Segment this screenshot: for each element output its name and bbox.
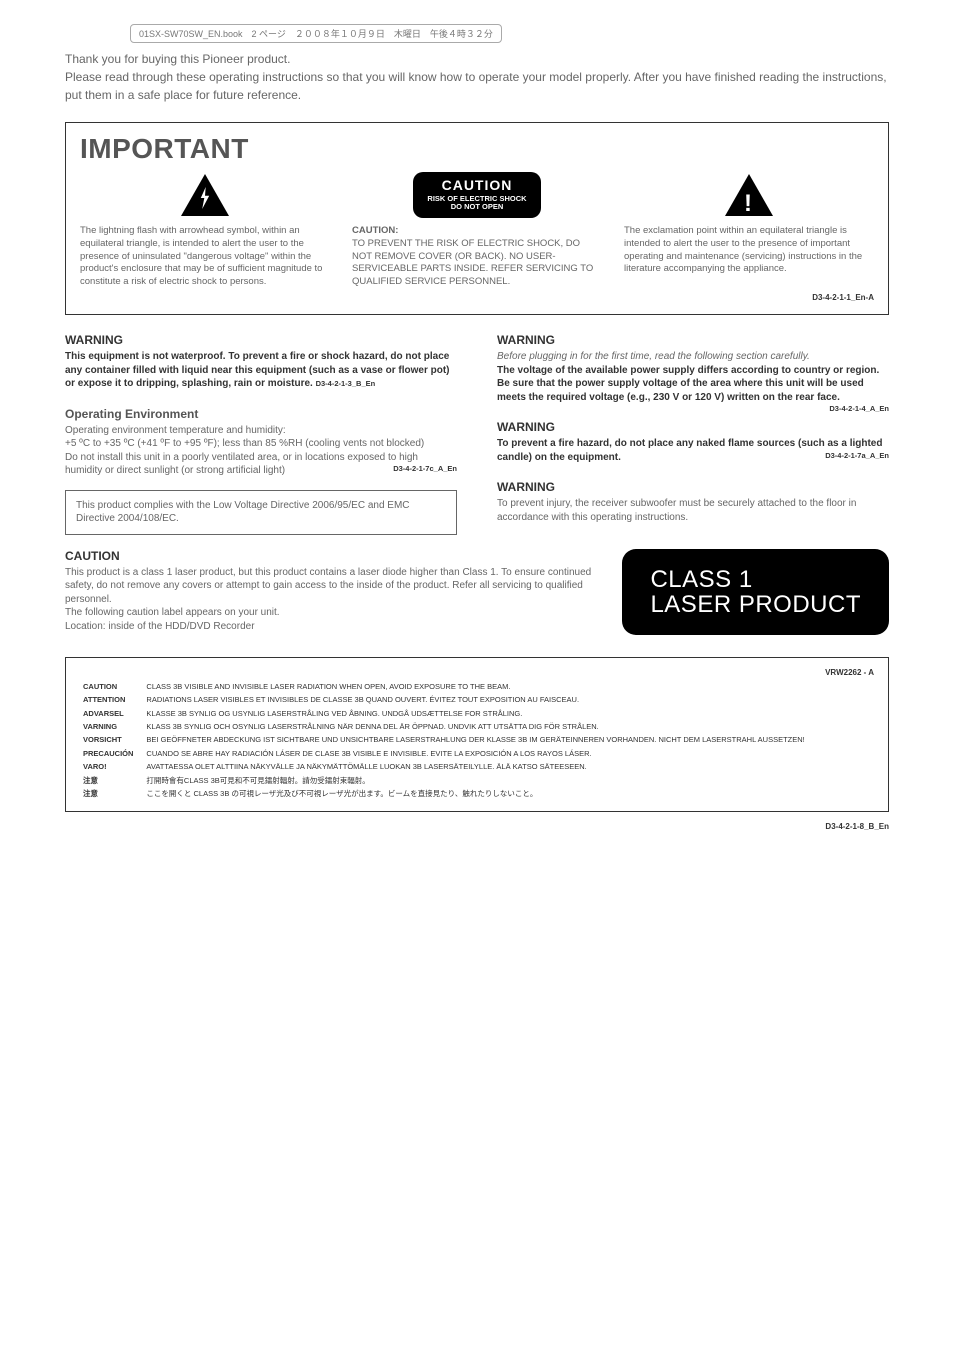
laser-warning-text: RADIATIONS LASER VISIBLES ET INVISIBLES … (145, 694, 805, 705)
table-row: 注意ここを開くと CLASS 3B の可視レーザ光及び不可視レーザ光が出ます。ビ… (82, 788, 806, 799)
class1-line2: LASER PRODUCT (650, 592, 861, 617)
compliance-box: This product complies with the Low Volta… (65, 490, 457, 535)
cautionblock-body-text: This product is a class 1 laser product,… (65, 567, 591, 605)
warning1-title: WARNING (65, 333, 457, 347)
class1-line1: CLASS 1 (650, 567, 861, 592)
table-row: VARNINGKLASS 3B SYNLIG OCH OSYNLIG LASER… (82, 721, 806, 732)
warning3-code: D3-4-2-1-7a_A_En (825, 451, 889, 461)
class1-laser-badge: CLASS 1 LASER PRODUCT (622, 549, 889, 635)
caution-pill-sub2: DO NOT OPEN (427, 203, 526, 211)
laser-warning-label: VRW2262 - A CAUTIONCLASS 3B VISIBLE AND … (65, 657, 889, 812)
laser-warning-text: KLASSE 3B SYNLIG OG USYNLIG LASERSTRÅLIN… (145, 708, 805, 719)
left-column: WARNING This equipment is not waterproof… (65, 333, 457, 535)
laser-lang-label: VORSICHT (82, 734, 143, 745)
openv-body: Operating environment temperature and hu… (65, 424, 457, 478)
table-row: VARO!AVATTAESSA OLET ALTTIINA NÄKYVÄLLE … (82, 761, 806, 772)
caution-heading: CAUTION: (352, 225, 398, 236)
laser-lang-label: 注意 (82, 788, 143, 799)
laser-lang-label: PRECAUCIÓN (82, 748, 143, 759)
laser-warning-text: 打開時會有CLASS 3B可見和不可見鐳射輻射。請勿受鐳射束輻射。 (145, 775, 805, 786)
important-code: D3-4-2-1-1_En-A (80, 293, 874, 302)
laser-warning-text: AVATTAESSA OLET ALTTIINA NÄKYVÄLLE JA NÄ… (145, 761, 805, 772)
warning1-body: This equipment is not waterproof. To pre… (65, 351, 450, 389)
openv-title: Operating Environment (65, 407, 457, 421)
intro-line2: Please read through these operating inst… (65, 70, 887, 102)
important-col3: The exclamation point within an equilate… (624, 171, 874, 289)
laser-warning-text: ここを開くと CLASS 3B の可視レーザ光及び不可視レーザ光が出ます。ビーム… (145, 788, 805, 799)
warning2-title: WARNING (497, 333, 889, 347)
lightning-triangle-icon (181, 174, 229, 216)
laser-warning-text: BEI GEÖFFNETER ABDECKUNG IST SICHTBARE U… (145, 734, 805, 745)
right-column: WARNING Before plugging in for the first… (497, 333, 889, 535)
cautionblock-body: This product is a class 1 laser product,… (65, 566, 592, 634)
important-col1-text: The lightning flash with arrowhead symbo… (80, 225, 322, 287)
laser-lang-label: VARNING (82, 721, 143, 732)
table-row: PRECAUCIÓNCUANDO SE ABRE HAY RADIACIÓN L… (82, 748, 806, 759)
laser-warning-text: CLASS 3B VISIBLE AND INVISIBLE LASER RAD… (145, 681, 805, 692)
laser-label-code: D3-4-2-1-8_B_En (65, 822, 889, 831)
caution-pill-title: CAUTION (427, 176, 526, 195)
caution-pill: CAUTION RISK OF ELECTRIC SHOCK DO NOT OP… (413, 172, 540, 217)
cautionblock-line2: The following caution label appears on y… (65, 607, 280, 618)
important-banner: IMPORTANT The lightning flash with arrow… (65, 122, 889, 315)
openv-line3: Do not install this unit in a poorly ven… (65, 452, 418, 477)
intro-line1: Thank you for buying this Pioneer produc… (65, 52, 290, 66)
exclamation-triangle-icon (725, 174, 773, 216)
caution-class1-row: CAUTION This product is a class 1 laser … (65, 549, 889, 635)
openv-line2: +5 ºC to +35 ºC (+41 ºF to +95 ºF); less… (65, 438, 424, 449)
warning3-title: WARNING (497, 420, 889, 434)
intro-text: Thank you for buying this Pioneer produc… (65, 50, 889, 104)
laser-warning-text: CUANDO SE ABRE HAY RADIACIÓN LÁSER DE CL… (145, 748, 805, 759)
table-row: CAUTIONCLASS 3B VISIBLE AND INVISIBLE LA… (82, 681, 806, 692)
vrw-code: VRW2262 - A (80, 668, 874, 677)
laser-lang-label: ADVARSEL (82, 708, 143, 719)
important-col3-text: The exclamation point within an equilate… (624, 225, 862, 274)
important-col1: The lightning flash with arrowhead symbo… (80, 171, 330, 289)
openv-line1: Operating environment temperature and hu… (65, 425, 286, 436)
table-row: ATTENTIONRADIATIONS LASER VISIBLES ET IN… (82, 694, 806, 705)
warning4-title: WARNING (497, 480, 889, 494)
cautionblock-line3: Location: inside of the HDD/DVD Recorder (65, 621, 255, 632)
laser-lang-label: ATTENTION (82, 694, 143, 705)
warning1-code: D3-4-2-1-3_B_En (316, 379, 376, 388)
table-row: 注意打開時會有CLASS 3B可見和不可見鐳射輻射。請勿受鐳射束輻射。 (82, 775, 806, 786)
important-col2: CAUTION RISK OF ELECTRIC SHOCK DO NOT OP… (352, 171, 602, 289)
openv-code: D3-4-2-1-7c_A_En (393, 464, 457, 474)
cautionblock-title: CAUTION (65, 549, 592, 563)
page-header-crop: 01SX-SW70SW_EN.book 2 ページ ２００８年１０月９日 木曜日… (130, 24, 502, 43)
table-row: VORSICHTBEI GEÖFFNETER ABDECKUNG IST SIC… (82, 734, 806, 745)
important-col2-text: TO PREVENT THE RISK OF ELECTRIC SHOCK, D… (352, 238, 593, 287)
laser-warning-table: CAUTIONCLASS 3B VISIBLE AND INVISIBLE LA… (80, 679, 808, 801)
important-title: IMPORTANT (80, 133, 874, 165)
warning4-body: To prevent injury, the receiver subwoofe… (497, 497, 889, 524)
laser-warning-text: KLASS 3B SYNLIG OCH OSYNLIG LASERSTRÅLNI… (145, 721, 805, 732)
laser-lang-label: VARO! (82, 761, 143, 772)
warning2-italic: Before plugging in for the first time, r… (497, 351, 810, 362)
warning2-code: D3-4-2-1-4_A_En (829, 404, 889, 414)
laser-lang-label: 注意 (82, 775, 143, 786)
warning2-body: The voltage of the available power suppl… (497, 365, 879, 403)
laser-lang-label: CAUTION (82, 681, 143, 692)
table-row: ADVARSELKLASSE 3B SYNLIG OG USYNLIG LASE… (82, 708, 806, 719)
